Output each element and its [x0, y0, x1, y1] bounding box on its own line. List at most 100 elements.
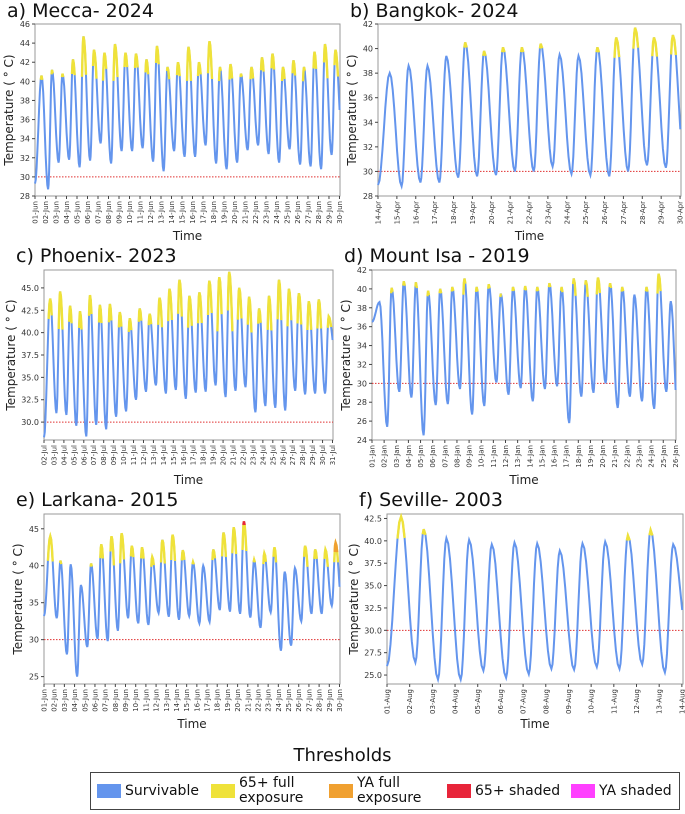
x-axis-label: Time [176, 717, 206, 731]
y-tick-label: 30 [20, 173, 30, 182]
chart-panel: f) Seville- 2003 25.0 27.5 30.0 32.5 35.0 37.5… [347, 489, 685, 731]
chart-title: a) Mecca- 2024 [7, 0, 154, 22]
y-tick-label: 32.5 [364, 604, 382, 613]
y-tick-label: 32 [357, 360, 367, 369]
x-tick-label: 04-Jan [405, 445, 413, 468]
chart-title: e) Larkana- 2015 [16, 489, 178, 511]
x-axis-label: Time [173, 473, 203, 487]
x-tick-label: 12-Jun [153, 689, 161, 712]
series-line-65-full-exposure [389, 273, 662, 298]
x-tick-label: 08-Jul [100, 445, 108, 465]
x-tick-label: 17-Jun [199, 201, 207, 224]
x-tick-label: 28-Jun [315, 201, 323, 224]
x-tick-label: 02-Jan [381, 445, 389, 468]
x-tick-label: 05-Aug [474, 689, 482, 714]
x-tick-label: 16-Jul [180, 445, 188, 465]
x-tick-label: 19-Apr [469, 201, 477, 225]
x-tick-label: 29-Jun [325, 201, 333, 224]
chart-panel: e) Larkana- 2015 25 30 35 40 45 01-Jun 02-Jun 03… [11, 489, 344, 731]
x-tick-label: 21-Jan [611, 445, 619, 468]
x-tick-label: 20-Jul [220, 445, 228, 465]
x-tick-label: 31-Jul [329, 445, 337, 465]
x-tick-label: 25-Jun [283, 201, 291, 224]
y-axis-label: Temperature ( ° C) [345, 54, 359, 166]
x-tick-label: 23-Jul [249, 445, 257, 465]
x-axis-label: Time [172, 229, 202, 243]
x-tick-label: 17-Jun [204, 689, 212, 712]
series-line-survivable [43, 521, 341, 677]
x-tick-label: 03-Jan [393, 445, 401, 468]
y-tick-label: 35.0 [21, 373, 39, 382]
legend-item-ya-full: YA full exposure [329, 776, 441, 806]
y-tick-label: 25 [29, 673, 39, 682]
x-tick-label: 29-Jun [326, 689, 334, 712]
y-tick-label: 45 [29, 525, 39, 534]
y-tick-label: 36 [363, 94, 373, 103]
y-tick-label: 38 [20, 96, 30, 105]
x-tick-label: 03-Jun [61, 689, 69, 712]
x-tick-label: 04-Jun [71, 689, 79, 712]
series-line-65-full-exposure [46, 521, 340, 567]
x-tick-label: 30-Jun [336, 201, 344, 224]
y-tick-label: 30 [29, 636, 39, 645]
y-tick-label: 28 [20, 192, 30, 201]
x-tick-label: 26-Jan [672, 445, 680, 468]
legend-item-survivable: Survivable [97, 783, 205, 799]
x-tick-label: 13-Aug [656, 689, 664, 714]
y-tick-label: 24 [357, 436, 367, 445]
y-tick-label: 30 [363, 167, 373, 176]
y-tick-label: 36 [357, 323, 367, 332]
x-tick-label: 09-Jun [115, 201, 123, 224]
x-tick-label: 27-Jun [305, 689, 313, 712]
x-axis-label: Time [508, 473, 538, 487]
x-axis-label: Time [514, 229, 544, 243]
x-tick-label: 05-Jul [70, 445, 78, 465]
y-tick-label: 40 [363, 45, 373, 54]
x-tick-label: 19-Jun [224, 689, 232, 712]
x-tick-label: 26-Jun [294, 201, 302, 224]
x-tick-label: 16-Jun [193, 689, 201, 712]
series-line-survivable [377, 27, 682, 191]
x-tick-label: 26-Jul [279, 445, 287, 465]
x-tick-label: 20-Apr [488, 201, 496, 225]
x-tick-label: 04-Aug [452, 689, 460, 714]
x-tick-label: 18-Jan [575, 445, 583, 468]
y-tick-label: 37.5 [364, 559, 382, 568]
y-tick-label: 32 [363, 143, 373, 152]
chart-title: f) Seville- 2003 [359, 489, 503, 511]
y-tick-label: 34 [20, 135, 30, 144]
x-tick-label: 02-Jul [41, 445, 49, 465]
x-tick-label: 22-Jan [623, 445, 631, 468]
series-line-65-full-exposure [47, 271, 333, 333]
x-tick-label: 01-Aug [384, 689, 392, 714]
x-tick-label: 10-Aug [588, 689, 596, 714]
series-line-65-full-exposure [396, 512, 654, 541]
x-tick-label: 27-Jun [304, 201, 312, 224]
x-tick-label: 16-Apr [412, 201, 420, 225]
x-tick-label: 07-Jun [102, 689, 110, 712]
plot-frame [377, 23, 682, 197]
x-tick-label: 23-Apr [544, 201, 552, 225]
x-tick-label: 10-Jun [126, 201, 134, 224]
x-tick-label: 11-Jun [142, 689, 150, 712]
series-line-65-full-exposure [463, 27, 678, 58]
x-tick-label: 25-Jan [660, 445, 668, 468]
x-tick-label: 09-Jul [110, 445, 118, 465]
y-tick-label: 40 [29, 562, 39, 571]
y-tick-label: 25.0 [364, 671, 382, 680]
x-tick-label: 12-Jun [147, 201, 155, 224]
x-tick-label: 26-Jun [295, 689, 303, 712]
x-tick-label: 23-Jun [265, 689, 273, 712]
x-tick-label: 19-Jun [220, 201, 228, 224]
chart-title: b) Bangkok- 2024 [350, 0, 519, 22]
x-tick-label: 02-Aug [406, 689, 414, 714]
x-tick-label: 06-Jul [80, 445, 88, 465]
x-tick-label: 24-Jul [259, 445, 267, 465]
x-tick-label: 28-Jun [316, 689, 324, 712]
x-tick-label: 03-Aug [429, 689, 437, 714]
x-tick-label: 07-Jun [94, 201, 102, 224]
y-tick-label: 30.0 [21, 418, 39, 427]
x-tick-label: 21-Jun [241, 201, 249, 224]
x-tick-label: 25-Apr [582, 201, 590, 225]
x-tick-label: 28-Apr [639, 201, 647, 225]
